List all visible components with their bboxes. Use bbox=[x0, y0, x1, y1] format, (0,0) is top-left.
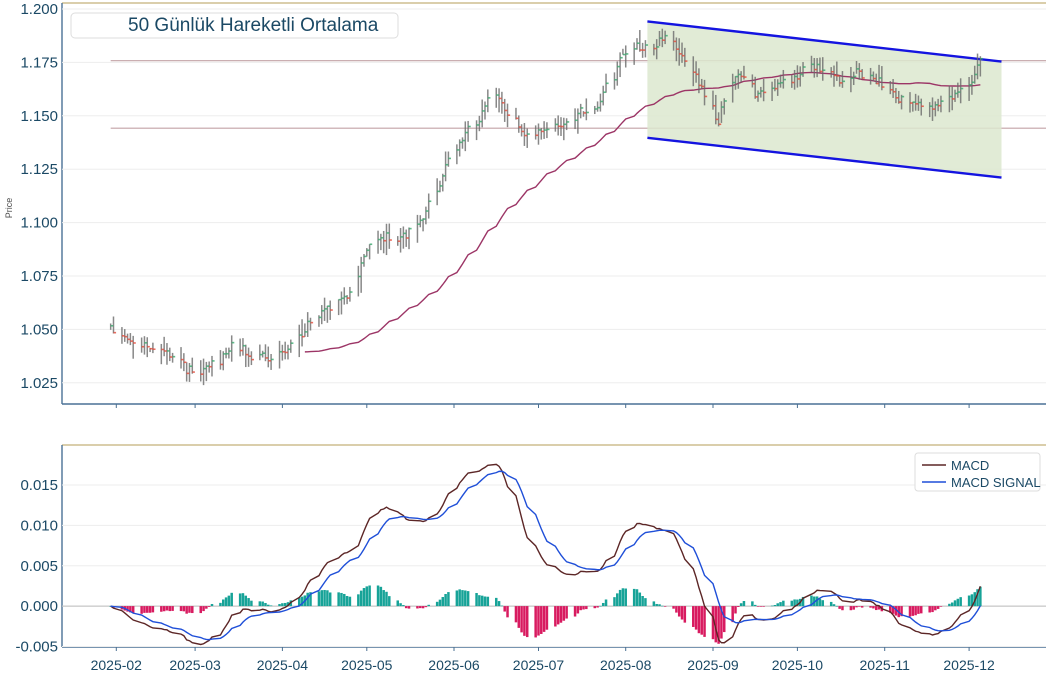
svg-text:0.010: 0.010 bbox=[20, 517, 58, 534]
svg-text:1.075: 1.075 bbox=[20, 268, 58, 285]
svg-text:1.200: 1.200 bbox=[20, 1, 58, 18]
svg-text:2025-09: 2025-09 bbox=[687, 657, 739, 673]
svg-text:0.000: 0.000 bbox=[20, 598, 58, 615]
svg-text:2025-06: 2025-06 bbox=[428, 657, 480, 673]
svg-text:2025-02: 2025-02 bbox=[91, 657, 143, 673]
svg-text:1.025: 1.025 bbox=[20, 375, 58, 392]
svg-text:1.050: 1.050 bbox=[20, 321, 58, 338]
svg-text:2025-03: 2025-03 bbox=[169, 657, 221, 673]
svg-text:0.015: 0.015 bbox=[20, 477, 58, 494]
svg-text:0.005: 0.005 bbox=[20, 558, 58, 575]
svg-text:2025-05: 2025-05 bbox=[341, 657, 393, 673]
svg-text:1.175: 1.175 bbox=[20, 54, 58, 71]
svg-text:1.150: 1.150 bbox=[20, 108, 58, 125]
svg-text:1.100: 1.100 bbox=[20, 215, 58, 232]
svg-text:2025-04: 2025-04 bbox=[257, 657, 309, 673]
svg-text:MACD: MACD bbox=[951, 458, 989, 473]
svg-text:50 Günlük Hareketli Ortalama: 50 Günlük Hareketli Ortalama bbox=[128, 15, 379, 36]
svg-text:2025-11: 2025-11 bbox=[860, 657, 911, 673]
svg-text:Price: Price bbox=[4, 198, 14, 219]
svg-text:2025-07: 2025-07 bbox=[513, 657, 565, 673]
svg-text:1.125: 1.125 bbox=[20, 161, 58, 178]
svg-text:MACD SIGNAL: MACD SIGNAL bbox=[951, 475, 1041, 490]
svg-text:2025-10: 2025-10 bbox=[772, 657, 824, 673]
svg-text:-0.005: -0.005 bbox=[15, 639, 58, 656]
svg-text:2025-12: 2025-12 bbox=[943, 657, 995, 673]
svg-text:2025-08: 2025-08 bbox=[600, 657, 652, 673]
